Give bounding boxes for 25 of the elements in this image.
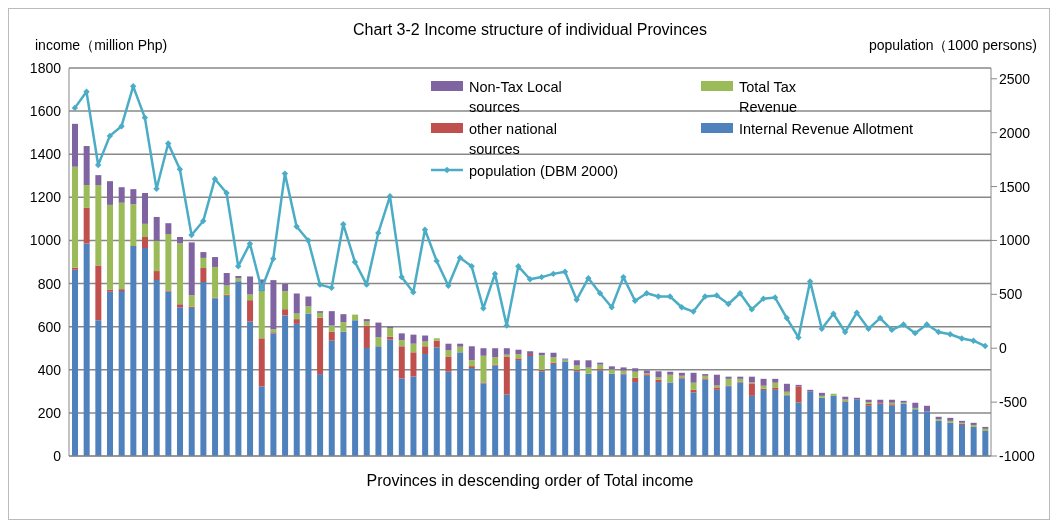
y2-tick-label: 2500 xyxy=(999,70,1031,87)
y2-tick-label: 1000 xyxy=(999,232,1031,249)
y-tick-label: 400 xyxy=(37,361,62,378)
y-tick-label: 1800 xyxy=(29,59,62,76)
y-tick-label: 0 xyxy=(53,447,62,464)
x-axis-title: Provinces in descending order of Total income xyxy=(365,472,695,490)
y2-tick-label: 2000 xyxy=(999,124,1031,141)
legend-label: population (DBM 2000) xyxy=(469,162,620,181)
y-axis-title: income（million Php) xyxy=(35,37,168,55)
y-tick-label: 800 xyxy=(37,275,62,292)
y-tick-label: 200 xyxy=(37,404,62,421)
y2-axis-title: population（1000 persons) xyxy=(868,37,1037,55)
y2-tick-label: -500 xyxy=(999,394,1028,411)
y-tick-label: 1200 xyxy=(29,189,62,206)
y-tick-label: 600 xyxy=(37,318,62,335)
legend-label: Total Tax Revenue xyxy=(739,78,799,117)
y2-tick-label: 0 xyxy=(999,340,1007,357)
chart-title: Chart 3-2 Income structure of individual Provinces xyxy=(353,21,707,38)
y-tick-label: 1000 xyxy=(29,232,62,249)
y2-tick-label: -1000 xyxy=(999,447,1036,464)
y2-tick-label: 500 xyxy=(999,286,1023,303)
y-tick-label: 1400 xyxy=(29,146,62,163)
legend-label: Internal Revenue Allotment xyxy=(739,120,915,139)
y2-tick-label: 1500 xyxy=(999,178,1031,195)
y-tick-label: 1600 xyxy=(29,103,62,120)
